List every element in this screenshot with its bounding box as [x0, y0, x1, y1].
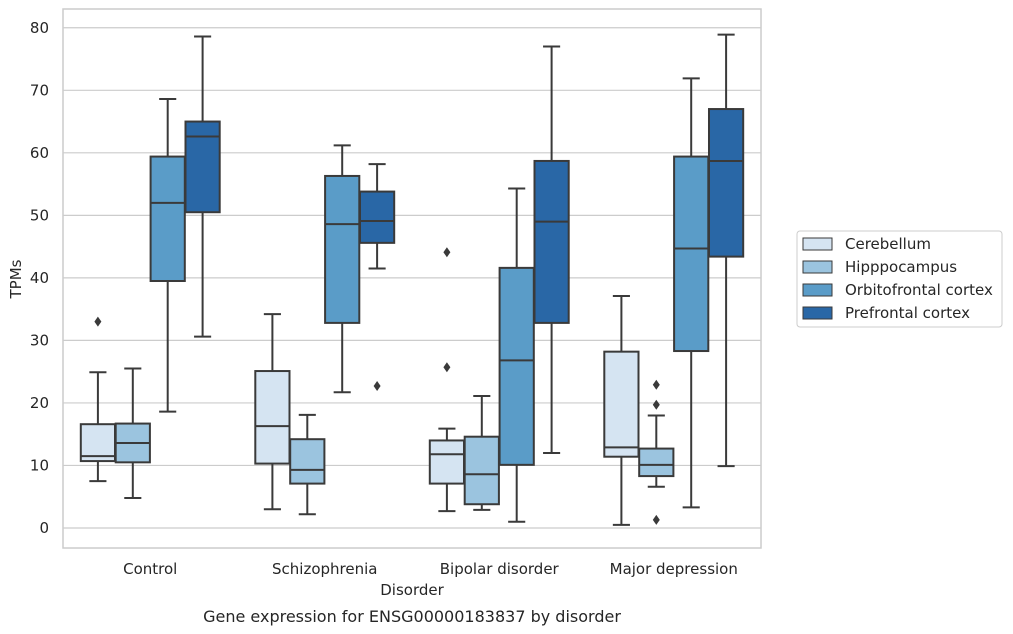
box-iqr: [463, 435, 500, 506]
x-axis-ticks: Control Schizophrenia Bipolar disorder Majo…: [123, 560, 738, 578]
box-groups: [79, 33, 745, 526]
box-iqr: [603, 350, 640, 458]
plot-frame: [62, 8, 762, 549]
box-iqr: [289, 438, 326, 485]
outlier-point: [443, 247, 451, 258]
legend-swatch: [802, 283, 833, 297]
y-tick-label: 40: [30, 269, 49, 287]
outlier-point: [443, 362, 451, 373]
legend-swatch: [802, 306, 833, 320]
box-iqr: [673, 155, 710, 353]
y-axis-label: TPMs: [7, 259, 25, 299]
box-iqr: [358, 190, 396, 244]
legend-frame: [796, 230, 1003, 328]
box-iqr: [638, 447, 675, 478]
box-plot: [149, 98, 186, 413]
box-plot: [358, 163, 396, 392]
box-iqr: [184, 120, 221, 214]
box-plot: [79, 316, 117, 483]
outlier-point: [652, 514, 660, 525]
y-tick-label: 70: [30, 81, 49, 99]
legend-label: Hipppocampus: [845, 258, 957, 276]
x-tick-label: Control: [123, 560, 177, 578]
y-tick-label: 30: [30, 331, 49, 349]
box-plot: [428, 247, 466, 513]
x-axis-label: Disorder: [380, 581, 444, 599]
box-plot: [707, 33, 745, 468]
y-tick-label: 20: [30, 394, 49, 412]
box-iqr: [533, 159, 570, 324]
box-plot: [114, 367, 151, 499]
legend-label: Prefrontal cortex: [845, 304, 970, 322]
y-tick-label: 0: [39, 519, 49, 537]
box-iqr: [254, 370, 291, 465]
outlier-point: [652, 379, 660, 390]
box-plot: [498, 187, 535, 523]
box-plot: [603, 295, 640, 526]
y-gridlines: [63, 27, 761, 529]
outlier-point: [373, 381, 381, 392]
legend-label: Orbitofrontal cortex: [845, 281, 993, 299]
y-tick-label: 10: [30, 456, 49, 474]
legend: Cerebellum Hipppocampus Orbitofrontal cort…: [796, 230, 1003, 328]
box-iqr: [149, 155, 186, 283]
box-plot: [254, 313, 291, 511]
legend-swatch: [802, 260, 833, 274]
box-plot: [324, 144, 361, 394]
legend-swatch: [802, 237, 833, 251]
x-tick-label: Schizophrenia: [272, 560, 377, 578]
outlier-point: [652, 399, 660, 410]
box-iqr: [498, 266, 535, 466]
y-tick-label: 80: [30, 19, 49, 37]
y-axis-ticks: 0 10 20 30 40 50 60 70 80: [30, 19, 49, 537]
box-iqr: [428, 439, 466, 485]
box-iqr: [707, 108, 745, 258]
x-tick-label: Major depression: [610, 560, 738, 578]
box-plot: [638, 379, 675, 525]
box-plot: [184, 35, 221, 338]
legend-label: Cerebellum: [845, 235, 931, 253]
box-iqr: [79, 423, 117, 463]
box-plot: [463, 395, 500, 511]
box-plot: [289, 413, 326, 516]
outlier-point: [94, 316, 102, 327]
y-tick-label: 50: [30, 206, 49, 224]
y-tick-label: 60: [30, 144, 49, 162]
box-iqr: [324, 174, 361, 324]
box-plot: [533, 45, 570, 454]
chart-caption: Gene expression for ENSG00000183837 by d…: [203, 607, 621, 626]
x-tick-label: Bipolar disorder: [440, 560, 560, 578]
box-plot: [673, 77, 710, 509]
